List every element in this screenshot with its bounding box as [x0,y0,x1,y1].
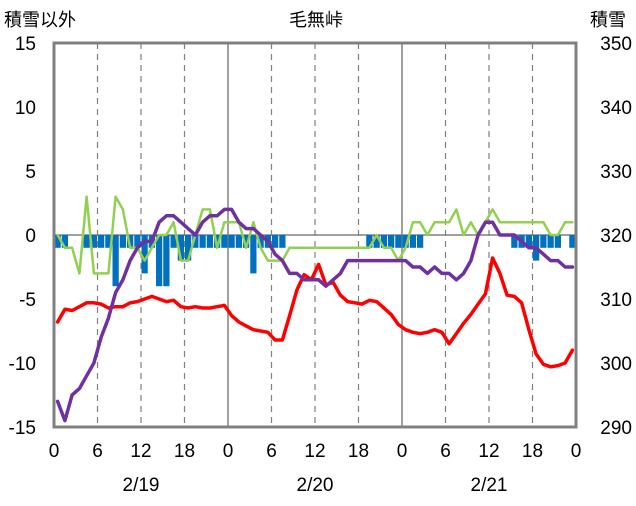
snowfall-bar [409,235,416,248]
date-label: 2/19 [123,475,160,496]
snowfall-bar [250,235,257,274]
x-tick-label: 0 [397,441,408,462]
y-axis-left-label: 積雪以外 [4,10,76,30]
snowfall-bar [141,235,148,274]
snowfall-bar [206,235,213,248]
y-right-tick-label: 330 [600,162,632,183]
y-right-tick-label: 320 [600,226,632,247]
snowfall-bar [61,235,68,248]
y-right-tick-label: 340 [600,98,632,119]
date-labels: 2/19 2/20 2/21 [123,475,508,496]
snowfall-bar [83,235,90,248]
snowfall-bar [525,235,532,248]
x-tick-label: 12 [304,441,325,462]
snowfall-bar [54,235,61,248]
series-line-3 [55,207,575,423]
x-axis-ticks: 0 6 12 18 0 6 12 18 0 6 12 18 0 [49,441,582,462]
x-tick-label: 6 [266,441,277,462]
snowfall-bar [373,235,380,248]
snowfall-bar [170,235,177,248]
y-right-tick-label: 310 [600,290,632,311]
snowfall-bar [554,235,561,248]
chart-title: 毛無峠 [289,10,343,30]
snowfall-bar [279,235,286,248]
x-tick-label: 0 [571,441,582,462]
y-left-tick-label: -10 [9,354,36,375]
snowfall-bar [163,235,170,287]
snowfall-bar [112,235,119,287]
snowfall-bar [228,235,235,248]
y-right-tick-label: 350 [600,34,632,55]
snowfall-bar [243,235,250,248]
x-tick-label: 0 [49,441,60,462]
date-label: 2/21 [471,475,508,496]
y-left-tick-label: 10 [15,98,36,119]
snowfall-bar [257,235,264,248]
snowfall-bar [272,235,279,248]
snowfall-bar [177,235,184,261]
x-tick-label: 12 [478,441,499,462]
plot-frame [52,41,578,429]
y-axis-right-ticks: 350 340 330 320 310 300 290 [600,34,632,439]
snowfall-bar [388,235,395,248]
x-tick-label: 18 [522,441,543,462]
snowfall-bar [98,235,105,248]
snowfall-bar [134,235,141,248]
series-lines [55,195,575,423]
x-tick-label: 12 [130,441,151,462]
y-axis-left-ticks: 15 10 5 0 -5 -10 -15 [9,34,36,439]
snowfall-bar [511,235,518,248]
snowfall-bar [192,235,199,248]
x-tick-label: 18 [174,441,195,462]
y-right-tick-label: 290 [600,418,632,439]
snowfall-bar [569,235,576,248]
snowfall-bar [185,235,192,261]
snowfall-bar [235,235,242,248]
snowfall-bar [90,235,97,248]
y-left-tick-label: -5 [19,290,36,311]
y-left-tick-label: 5 [25,162,36,183]
y-left-tick-label: 15 [15,34,36,55]
grid [54,43,576,427]
snowfall-bar [105,235,112,248]
y-left-tick-label: 0 [25,226,36,247]
x-tick-label: 0 [223,441,234,462]
snowfall-bar [366,235,373,248]
series-line-2 [56,195,574,275]
x-tick-label: 18 [348,441,369,462]
snowfall-bar [395,235,402,248]
x-tick-label: 6 [92,441,103,462]
date-label: 2/20 [297,475,334,496]
snowfall-bar [156,235,163,287]
x-tick-label: 6 [440,441,451,462]
y-axis-right-label: 積雪 [590,10,626,30]
y-right-tick-label: 300 [600,354,632,375]
snowfall-bar [547,235,554,248]
snowfall-bar [119,235,126,248]
snowfall-bar [199,235,206,248]
snowfall-bar [417,235,424,248]
snowfall-bar [402,235,409,248]
snowfall-bar [380,235,387,248]
y-left-tick-label: -15 [9,418,36,439]
snowfall-bar [221,235,228,248]
snowfall-bar [540,235,547,248]
series-line-1 [55,256,575,369]
